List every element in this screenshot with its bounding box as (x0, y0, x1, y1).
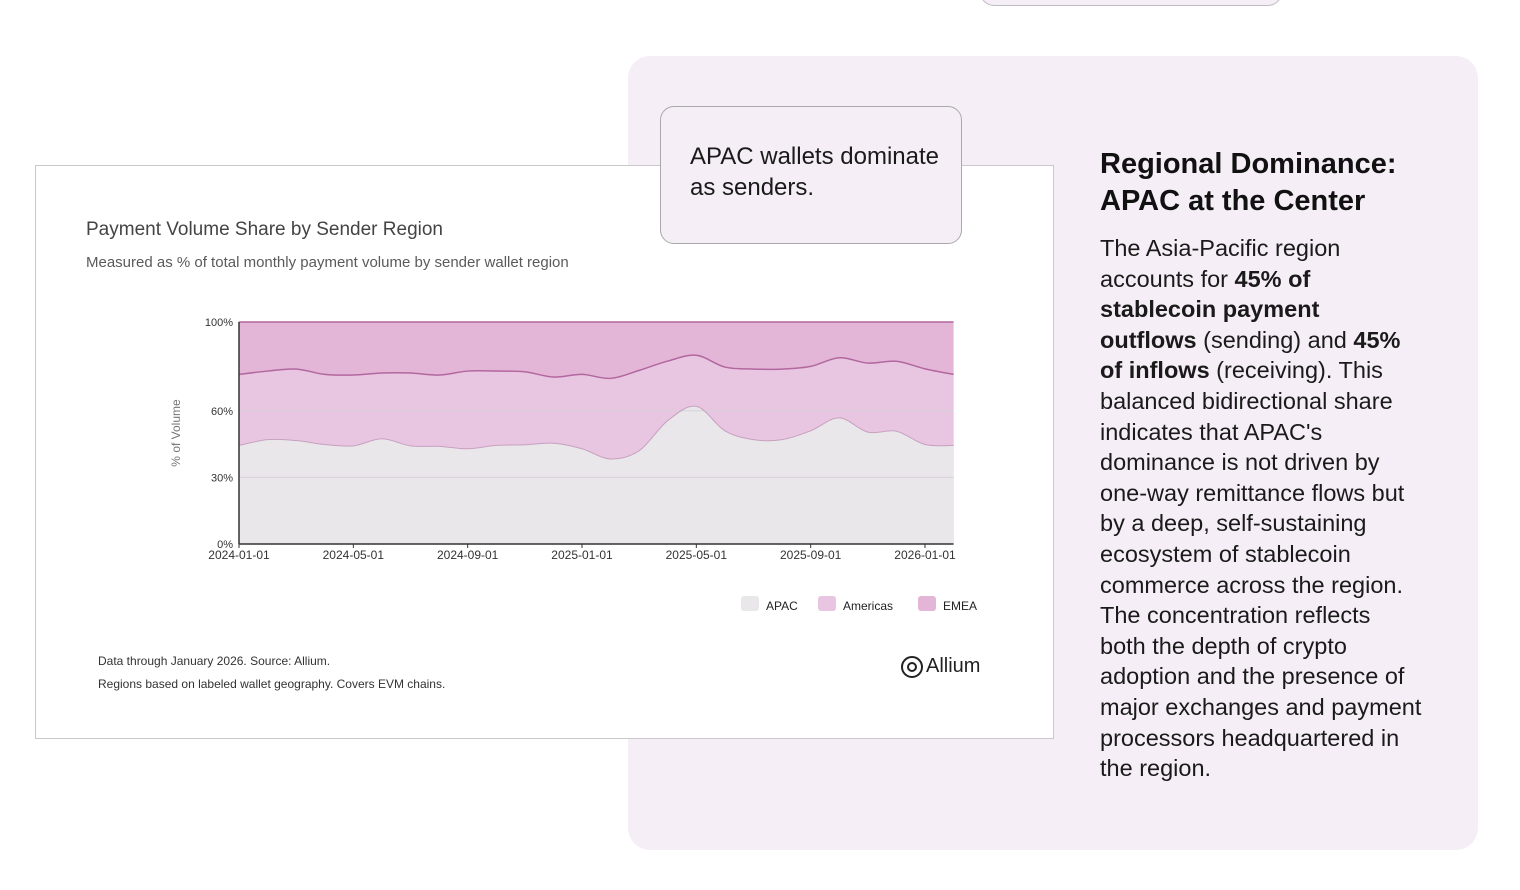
x-tick-label: 2024-05-01 (323, 548, 385, 562)
chart-notes: Data through January 2026. Source: Alliu… (98, 650, 445, 696)
top-partial-box (980, 0, 1282, 6)
legend-swatch-apac (741, 596, 759, 611)
y-tick-label: 30% (211, 472, 233, 484)
x-tick-label: 2024-09-01 (437, 548, 499, 562)
legend-label-apac: APAC (766, 599, 798, 613)
legend-label-americas: Americas (843, 599, 893, 613)
series-line-apac (238, 405, 954, 460)
section-body: The Asia-Pacific region accounts for 45%… (1100, 233, 1422, 784)
body-text: (sending) and (1196, 326, 1354, 353)
chart-card: Payment Volume Share by Sender Region Me… (35, 165, 1054, 739)
body-highlight: 45% of stablecoin payment outflows (1100, 265, 1320, 353)
legend-swatch-americas (818, 596, 836, 611)
allium-logo: Allium (901, 655, 980, 678)
chart-title: Payment Volume Share by Sender Region (86, 219, 443, 240)
x-tick-label: 2025-01-01 (551, 548, 613, 562)
x-tick-label: 2024-01-01 (208, 548, 270, 562)
y-tick-label: 0% (217, 539, 233, 551)
y-tick-label: 60% (211, 406, 233, 418)
allium-logo-icon (901, 655, 923, 678)
chart-subtitle: Measured as % of total monthly payment v… (86, 254, 569, 271)
x-tick-label: 2025-05-01 (666, 548, 728, 562)
legend-swatch-emea (918, 596, 936, 611)
section-title: Regional Dominance: APAC at the Center (1100, 148, 1397, 217)
logo-text: Allium (926, 655, 981, 677)
note-regions: Regions based on labeled wallet geograph… (98, 677, 446, 691)
body-text: (receiving). This balanced bidirectional… (1100, 357, 1422, 782)
stacked-area-chart: 0% 30% 60% 100% 2024-01-01 2024-05-01 2024-09-… (169, 317, 977, 613)
body-text: The Asia-Pacific region accounts for (1100, 235, 1341, 292)
y-axis-label: % of Volume (169, 399, 183, 467)
x-tick-label: 2025-09-01 (780, 548, 842, 562)
y-tick-label: 100% (205, 317, 233, 329)
x-tick-label: 2026-01-01 (894, 548, 956, 562)
series-line-americas (238, 354, 954, 380)
callout-box: APAC wallets dominate as senders. (660, 106, 962, 244)
note-source: Data through January 2026. Source: Alliu… (98, 654, 331, 668)
body-highlight: 45% of inflows (1100, 326, 1401, 384)
legend-label-emea: EMEA (943, 599, 977, 613)
